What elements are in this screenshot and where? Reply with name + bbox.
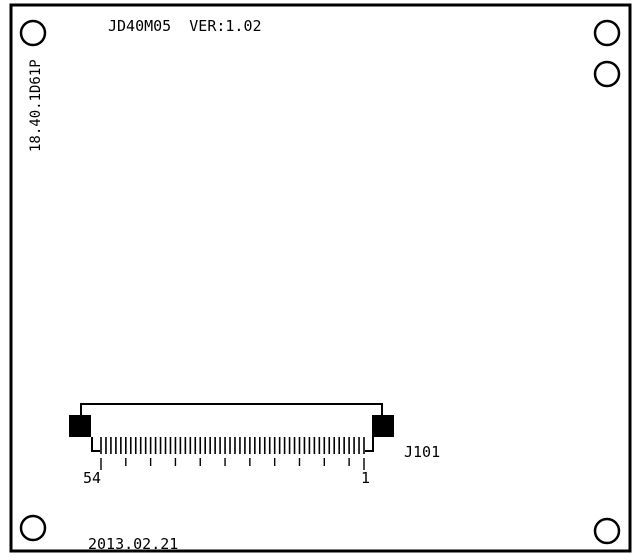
connector-pins (100, 437, 365, 454)
connector-designator: J101 (404, 443, 440, 461)
connector-right-pad (372, 415, 394, 437)
mounting-hole-top-left (19, 19, 47, 47)
connector-outline (80, 403, 383, 424)
connector-right-bracket (365, 437, 374, 452)
mounting-hole-bottom-left (19, 514, 47, 542)
connector-pin-markers (100, 458, 365, 470)
part-number-label: 18.40.1D61P (28, 59, 44, 152)
model-version-label: JD40M05 VER:1.02 (108, 17, 262, 35)
pin-first-label: 1 (361, 469, 370, 487)
mounting-hole-bottom-right (593, 517, 621, 545)
mounting-hole-upper-right (593, 60, 621, 88)
pin-last-label: 54 (83, 469, 101, 487)
connector-left-bracket (91, 437, 100, 452)
connector-left-pad (69, 415, 91, 437)
mounting-hole-top-right (593, 19, 621, 47)
date-label: 2013.02.21 (88, 535, 178, 553)
board-outline (9, 3, 632, 553)
connector-j101: 54 1 J101 (69, 403, 440, 487)
